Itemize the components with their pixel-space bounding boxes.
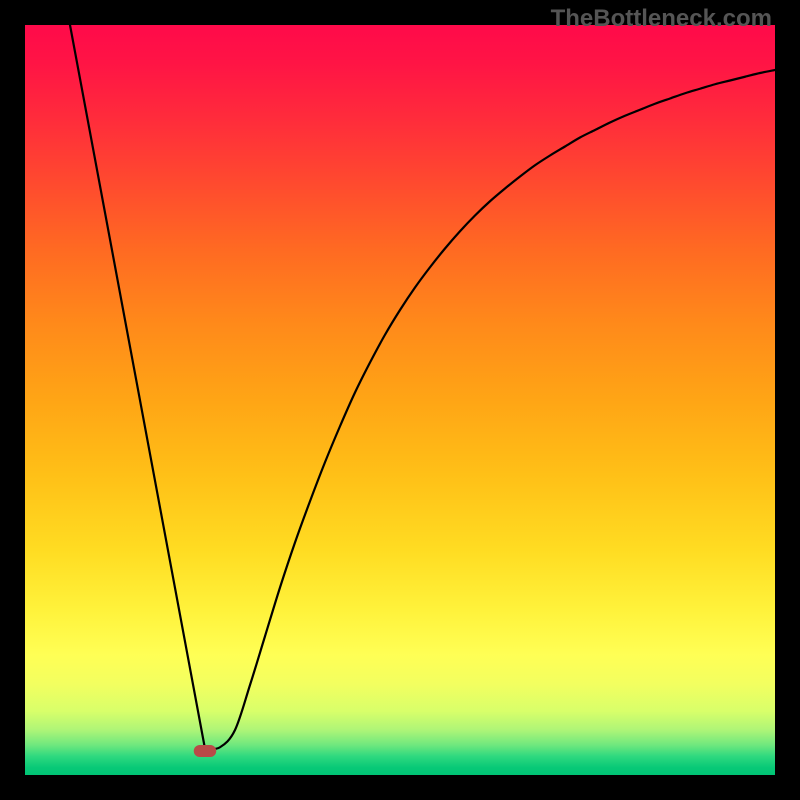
chart-background-gradient <box>25 25 775 775</box>
chart-plot-area <box>25 25 775 775</box>
watermark-text: TheBottleneck.com <box>551 5 772 33</box>
chart-svg <box>25 25 775 775</box>
optimal-marker <box>194 745 217 757</box>
